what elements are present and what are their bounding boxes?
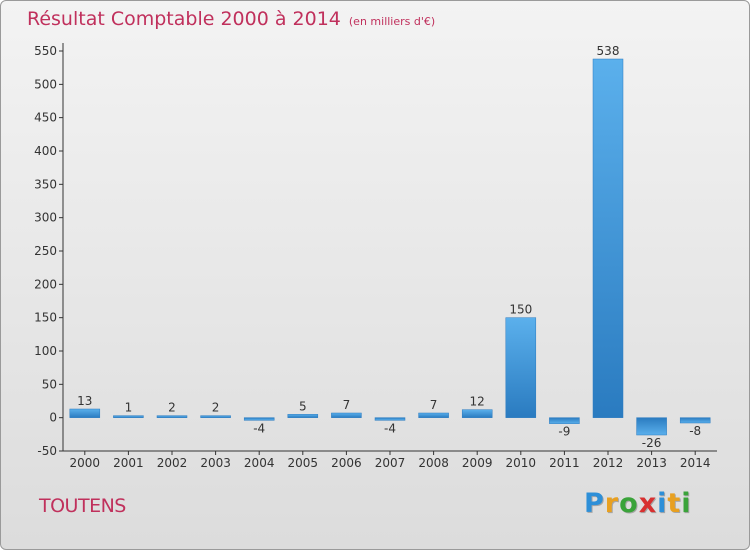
- bar-2010: [505, 317, 537, 418]
- bar-2014: [679, 417, 711, 424]
- value-label-2013: -26: [642, 436, 662, 450]
- x-tick-label: 2000: [70, 456, 101, 470]
- value-label-2003: 2: [212, 401, 220, 415]
- bar-2011: [549, 417, 580, 424]
- bar-2001: [113, 415, 144, 418]
- y-tick-label: 500: [34, 77, 57, 91]
- x-tick-label: 2007: [375, 456, 406, 470]
- bar-2002: [156, 415, 188, 418]
- chart-title-text: Résultat Comptable 2000 à 2014: [27, 8, 341, 30]
- bar-2012: [592, 58, 624, 418]
- y-tick-label: 0: [49, 411, 57, 425]
- logo-letter: r: [604, 488, 620, 519]
- bar-2000: [69, 408, 101, 418]
- bar-2005: [287, 414, 319, 418]
- logo-letter: i: [657, 488, 668, 519]
- logo-letter: o: [619, 488, 639, 519]
- chart-title: Résultat Comptable 2000 à 2014 (en millie…: [27, 8, 435, 30]
- x-tick-label: 2013: [636, 456, 667, 470]
- x-tick-label: 2004: [244, 456, 275, 470]
- x-tick-label: 2009: [462, 456, 493, 470]
- bar-2009: [461, 409, 493, 418]
- value-label-2000: 13: [77, 394, 92, 408]
- x-tick-label: 2012: [593, 456, 624, 470]
- bar-2008: [418, 412, 449, 418]
- bar-2006: [331, 412, 362, 418]
- bars: [69, 58, 711, 436]
- commune-name: TOUTENS: [39, 495, 126, 517]
- value-label-2002: 2: [168, 401, 176, 415]
- y-tick-label: 300: [34, 211, 57, 225]
- x-tick-label: 2006: [331, 456, 362, 470]
- y-tick-label: 350: [34, 177, 57, 191]
- value-label-2004: -4: [253, 421, 265, 435]
- value-label-2005: 5: [299, 399, 307, 413]
- x-tick-label: 2003: [200, 456, 231, 470]
- logo-letter: P: [584, 488, 605, 519]
- y-tick-label: 100: [34, 344, 57, 358]
- value-label-2008: 7: [430, 398, 438, 412]
- x-tick-label: 2011: [549, 456, 580, 470]
- value-label-2001: 1: [125, 401, 133, 415]
- logo-letter: i: [681, 488, 692, 519]
- value-label-2009: 12: [470, 395, 485, 409]
- y-tick-label: 150: [34, 311, 57, 325]
- bar-2007: [374, 417, 406, 421]
- value-label-2006: 7: [343, 398, 351, 412]
- bar-2004: [243, 417, 275, 421]
- value-label-2014: -8: [689, 424, 701, 438]
- value-label-2012: 538: [597, 44, 620, 58]
- y-tick-label: 450: [34, 111, 57, 125]
- x-tick-label: 2002: [157, 456, 188, 470]
- logo-letter: x: [638, 488, 658, 519]
- bar-chart: -50 0 50 100 150 200 250 300 350 400 450 500 550 2000…: [34, 43, 717, 470]
- x-tick-label: 2001: [113, 456, 144, 470]
- y-tick-label: -50: [37, 444, 57, 458]
- bar-2013: [636, 417, 667, 436]
- value-label-2007: -4: [384, 421, 396, 435]
- proxiti-logo: Proxiti: [584, 488, 692, 519]
- x-tick-label: 2008: [418, 456, 449, 470]
- logo-letter: t: [667, 488, 682, 519]
- y-tick-label: 50: [42, 377, 57, 391]
- y-tick-label: 550: [34, 44, 57, 58]
- axes: -50 0 50 100 150 200 250 300 350 400 450 500 550 2000…: [34, 43, 717, 470]
- y-tick-label: 250: [34, 244, 57, 258]
- value-label-2011: -9: [558, 425, 570, 439]
- x-tick-label: 2005: [288, 456, 319, 470]
- value-label-2010: 150: [509, 303, 532, 317]
- bar-2003: [200, 415, 231, 418]
- x-tick-label: 2014: [680, 456, 711, 470]
- y-tick-label: 400: [34, 144, 57, 158]
- chart-subtitle: (en milliers d'€): [348, 15, 436, 28]
- y-tick-label: 200: [34, 277, 57, 291]
- x-tick-label: 2010: [506, 456, 537, 470]
